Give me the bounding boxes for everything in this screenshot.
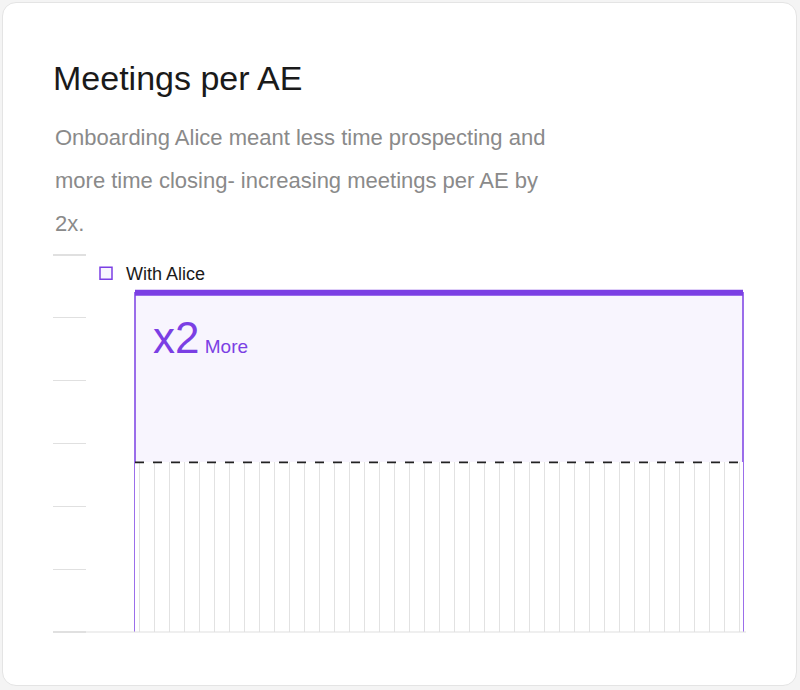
svg-text:Meetings per AE: Meetings per AE (53, 59, 302, 97)
svg-text:x2 More: x2 More (153, 313, 248, 362)
svg-text:With Alice: With Alice (126, 264, 205, 284)
svg-text:2x.: 2x. (55, 211, 84, 236)
svg-text:Onboarding Alice meant less ti: Onboarding Alice meant less time prospec… (55, 125, 545, 150)
svg-text:more time closing- increasing: more time closing- increasing meetings p… (55, 168, 538, 193)
